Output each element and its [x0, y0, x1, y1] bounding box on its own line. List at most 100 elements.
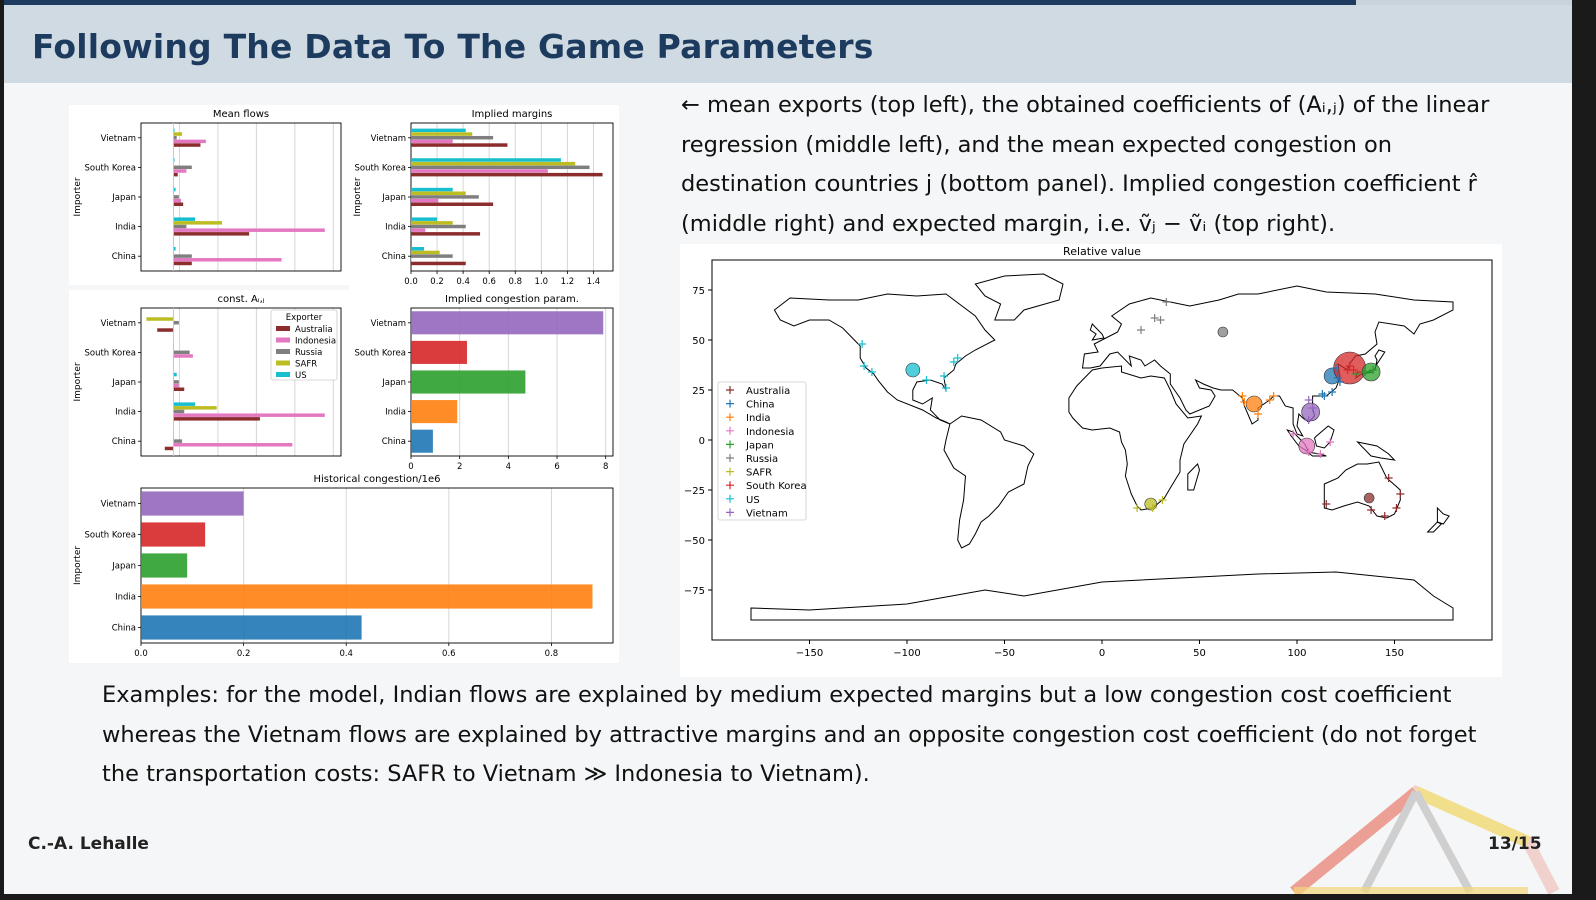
y-tick-label: Vietnam	[101, 319, 136, 329]
legend-label: Indonesia	[295, 337, 336, 347]
port-marker-russia	[1137, 326, 1145, 334]
x-tick-label: 0.8	[508, 277, 522, 287]
port-marker-south-korea	[1345, 362, 1354, 370]
y-axis-label: Importer	[73, 177, 83, 216]
legend-label: SAFR	[746, 468, 772, 479]
port-marker-indonesia	[1316, 450, 1325, 458]
x-tick-label: 0	[408, 462, 413, 470]
port-marker-safr	[1158, 496, 1167, 504]
legend-marker	[726, 426, 734, 435]
y-tick-label: South Korea	[84, 531, 136, 541]
relative-value-circle-safr	[1144, 497, 1158, 511]
legend-label: US	[746, 495, 760, 506]
bar-russia	[173, 409, 185, 414]
legend-label: India	[746, 413, 771, 424]
port-marker-australia	[1322, 500, 1331, 508]
port-marker-russia	[1156, 316, 1165, 324]
legend-marker	[726, 454, 734, 462]
author-footer: C.-A. Lehalle	[28, 834, 149, 854]
port-marker-japan	[1361, 368, 1370, 376]
bar-russia	[173, 135, 177, 140]
page-number: 13/15	[1488, 834, 1542, 854]
mean-flows-panel: Mean flows Importer Vietnam South Korea Japa…	[69, 105, 349, 285]
bar-indonesia	[173, 258, 282, 262]
port-marker-vietnam	[1304, 416, 1313, 424]
bar-indonesia	[411, 258, 412, 262]
y-tick-label: China	[382, 252, 406, 262]
coastline	[1306, 451, 1327, 457]
port-marker-indonesia	[1304, 448, 1313, 456]
coastline	[1323, 461, 1401, 519]
bar-safr	[173, 132, 183, 136]
bar-russia	[411, 135, 494, 140]
relative-value-circle-vietnam	[1301, 402, 1320, 422]
historical-congestion-panel: Historical congestion/1e6 0.0 0.2 0.4 0.6 0.8…	[69, 470, 619, 663]
bar-vietnam	[411, 311, 604, 335]
bar-safr	[173, 221, 223, 225]
bar-indonesia	[173, 413, 325, 417]
y-tick-label: India	[115, 408, 136, 418]
port-marker-us	[940, 372, 949, 380]
const-a-panel: const. Aᵢ,ⱼ Importer Vietnam South Korea Jap…	[69, 290, 349, 470]
legend-label: Australia	[295, 325, 333, 335]
x-tick-label: 4	[506, 462, 511, 470]
y-tick-label: 25	[692, 386, 705, 397]
y-tick-label: China	[112, 437, 136, 447]
y-tick-label: South Korea	[84, 163, 136, 173]
bar-japan	[141, 553, 188, 578]
bar-russia	[411, 224, 466, 229]
bar-us	[411, 187, 453, 192]
legend-marker	[726, 440, 734, 449]
bar-south-korea	[141, 522, 206, 547]
x-tick-label: 0.6	[442, 649, 456, 659]
x-tick-label: 2	[457, 462, 462, 470]
legend-label: Indonesia	[746, 427, 794, 438]
coastline	[974, 273, 1064, 321]
y-tick-label: 0	[699, 436, 705, 447]
x-tick-label: 0.4	[456, 277, 470, 287]
bar-russia	[173, 195, 179, 199]
bar-us	[173, 158, 175, 162]
bar-indonesia	[173, 383, 179, 388]
implied-margins-panel: Implied margins 0.0 0.2 0.4 0.6 0.8 1.0 1.2 1.4 I…	[349, 105, 619, 291]
map-frame	[711, 259, 1493, 641]
y-tick-label: Japan	[111, 378, 136, 388]
x-tick-label: 1.2	[561, 277, 575, 287]
relative-value-circle-indonesia	[1298, 437, 1316, 455]
logo-icon	[1290, 785, 1560, 894]
y-tick-label: Vietnam	[101, 500, 136, 510]
port-marker-china	[1320, 392, 1329, 400]
x-tick-label: 0.0	[134, 649, 148, 659]
relative-value-map: Relative value −150 −100 −50 0 50 100 150 75 50 25…	[684, 245, 1493, 659]
port-marker-china	[1332, 364, 1340, 372]
y-axis-label: Importer	[73, 362, 83, 401]
bar-australia	[173, 172, 178, 177]
legend-swatch	[276, 360, 290, 366]
bar-australia	[411, 172, 603, 177]
bar-australia	[157, 328, 174, 332]
bar-indonesia	[173, 443, 293, 447]
legend-label: Australia	[746, 386, 790, 397]
coastline	[1089, 323, 1105, 341]
relative-value-circle-australia	[1363, 492, 1375, 504]
y-axis-label: Importer	[73, 546, 83, 585]
coastline	[773, 293, 996, 425]
x-tick-label: 0.2	[237, 649, 251, 659]
bar-indonesia	[411, 228, 426, 232]
bar-australia	[173, 143, 201, 147]
y-tick-label: South Korea	[354, 163, 406, 173]
bar-us	[173, 187, 176, 192]
legend-label: SAFR	[295, 360, 317, 370]
bar-safr	[173, 406, 217, 410]
port-marker-australia	[1367, 506, 1376, 514]
port-marker-australia	[1380, 512, 1389, 520]
legend-swatch	[276, 372, 290, 377]
x-tick-label: 0.6	[482, 277, 496, 287]
legend-marker	[726, 399, 734, 408]
x-tick-label: 0.8	[545, 649, 559, 659]
x-tick-label: 1.4	[587, 277, 601, 287]
port-marker-japan	[1369, 366, 1378, 374]
y-tick-label: Japan	[381, 378, 406, 388]
y-tick-label: Vietnam	[371, 319, 406, 329]
bar-russia	[173, 254, 192, 258]
